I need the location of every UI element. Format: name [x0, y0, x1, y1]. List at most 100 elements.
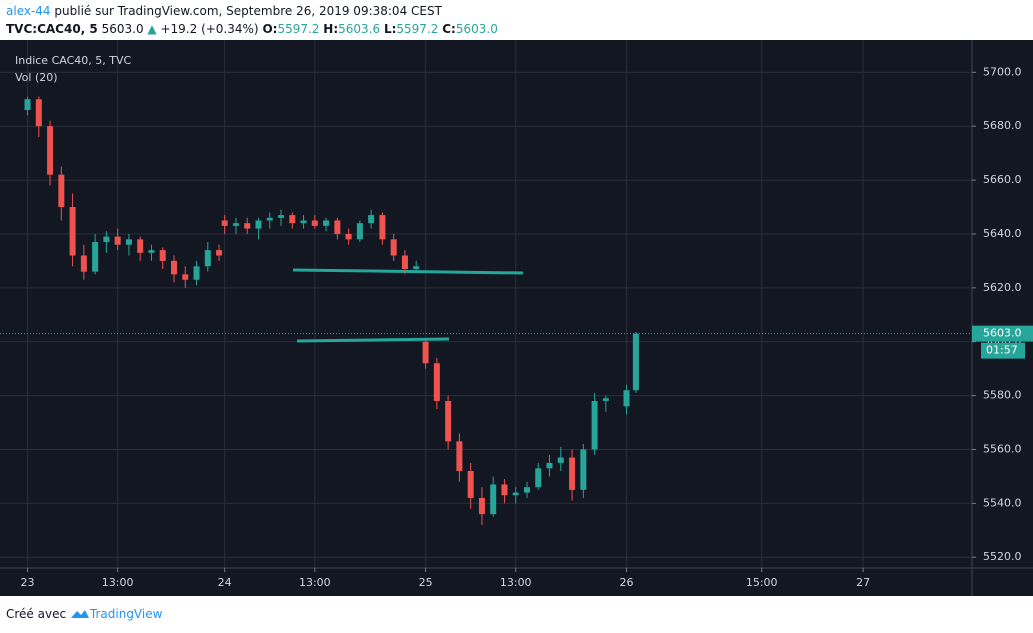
countdown-tag	[981, 342, 1025, 359]
ohlc-label: H:	[323, 22, 339, 36]
candle-body	[546, 462, 553, 469]
x-tick-label: 23	[21, 576, 35, 589]
candle-body	[591, 400, 598, 450]
candle-body	[92, 242, 99, 272]
symbol-line: TVC:CAC40, 5 5603.0 ▲ +19.2 (+0.34%) O:5…	[6, 22, 498, 36]
candle-body	[379, 215, 386, 240]
candle-body	[334, 220, 341, 234]
candle-body	[137, 239, 144, 253]
publish-line: alex-44 publié sur TradingView.com, Sept…	[6, 4, 442, 18]
logo	[70, 610, 89, 618]
x-tick-label: 24	[218, 576, 232, 589]
y-tick-label: 5640.0	[983, 227, 1022, 240]
y-tick-label: 5660.0	[983, 173, 1022, 186]
candle-body	[24, 99, 31, 111]
candle-body	[602, 398, 609, 401]
candle-body	[80, 255, 87, 272]
chart-background	[0, 40, 1033, 596]
candle-body	[125, 239, 132, 245]
candle-body	[232, 223, 239, 226]
candle-body	[390, 239, 397, 256]
candle-body	[580, 449, 587, 490]
y-tick-label: 5700.0	[983, 65, 1022, 78]
last-price-tag	[972, 325, 1033, 342]
candle-body	[216, 250, 223, 256]
footer-text: Créé avec	[6, 607, 67, 621]
x-tick-label: 13:00	[299, 576, 331, 589]
ohlc-label: O:	[262, 22, 278, 36]
candle-body	[623, 390, 630, 407]
publisher[interactable]: alex-44	[6, 4, 51, 18]
candle-body	[170, 260, 177, 275]
x-tick-label: 13:00	[500, 576, 532, 589]
candle-body	[244, 223, 251, 229]
y-tick-label: 5560.0	[983, 442, 1022, 455]
candle-body	[356, 223, 363, 240]
volume-label: Vol (20)	[15, 71, 58, 84]
candle-body	[535, 468, 542, 488]
trend-line[interactable]	[292, 268, 524, 275]
candle-body	[523, 487, 530, 493]
candle-body	[311, 220, 318, 226]
ohlc-label: L:	[383, 22, 397, 36]
y-tick-label: 5680.0	[983, 119, 1022, 132]
candle-body	[159, 250, 166, 261]
candle-body	[255, 220, 262, 229]
candle-body	[345, 233, 352, 240]
candle-body	[289, 215, 296, 224]
candle-body	[266, 217, 273, 221]
candle-body	[58, 174, 65, 208]
last-price-label: 5603.0	[983, 327, 1022, 340]
change-arrow: ▲	[147, 22, 157, 36]
candle-body	[501, 484, 508, 496]
candle-body	[278, 215, 285, 218]
countdown: 01:57	[986, 344, 1018, 357]
symbol: TVC:CAC40, 5	[6, 22, 98, 36]
y-tick-label: 5580.0	[983, 389, 1022, 402]
ohlc-value: 5603.0	[455, 22, 498, 36]
logo-shape	[70, 610, 89, 618]
trend-line[interactable]	[296, 337, 450, 343]
grid	[0, 40, 972, 568]
chart: Indice CAC40, 5, TVC Vol (20) 5520.0 5540…	[0, 40, 1033, 596]
y-tick-label: 5620.0	[983, 281, 1022, 294]
candle-body	[512, 492, 519, 496]
candle-body	[422, 341, 429, 364]
candle-body	[467, 471, 474, 498]
chart-title: Indice CAC40, 5, TVC	[15, 54, 131, 67]
candle-body	[413, 266, 420, 269]
candle-body	[182, 274, 189, 280]
candle-body	[300, 220, 307, 224]
candle-body	[323, 220, 330, 226]
candle-body	[445, 400, 452, 442]
candle-body	[35, 99, 42, 127]
candle-body	[557, 457, 564, 463]
x-tick-label: 26	[620, 576, 634, 589]
ohlc-value: 5597.2	[396, 22, 439, 36]
footer: Créé avec TradingView	[6, 607, 162, 621]
x-tick-label: 27	[856, 576, 870, 589]
y-tick-label: 5520.0	[983, 550, 1022, 563]
published-text: publié sur TradingView.com, Septembre 26…	[54, 4, 442, 18]
x-tick-label: 15:00	[746, 576, 778, 589]
candle-body	[47, 126, 54, 175]
candle-body	[490, 484, 497, 515]
y-tick-label: 5540.0	[983, 496, 1022, 509]
candle-body	[478, 497, 485, 515]
change: +19.2 (+0.34%)	[160, 22, 259, 36]
x-tick-label: 25	[419, 576, 433, 589]
footer-brand[interactable]: TradingView	[89, 607, 163, 621]
candle-body	[401, 255, 408, 269]
ohlc-value: 5597.2	[277, 22, 320, 36]
candle-body	[569, 457, 576, 490]
current-price: 5603.0	[101, 22, 144, 36]
ohlc-value: 5603.6	[338, 22, 381, 36]
candle-body	[103, 236, 110, 243]
candle-body	[193, 266, 200, 280]
candle-body	[148, 250, 155, 253]
candle-body	[433, 363, 440, 401]
candle-body	[114, 236, 121, 245]
ohlc-label: C:	[442, 22, 456, 36]
candle-body	[204, 250, 211, 267]
